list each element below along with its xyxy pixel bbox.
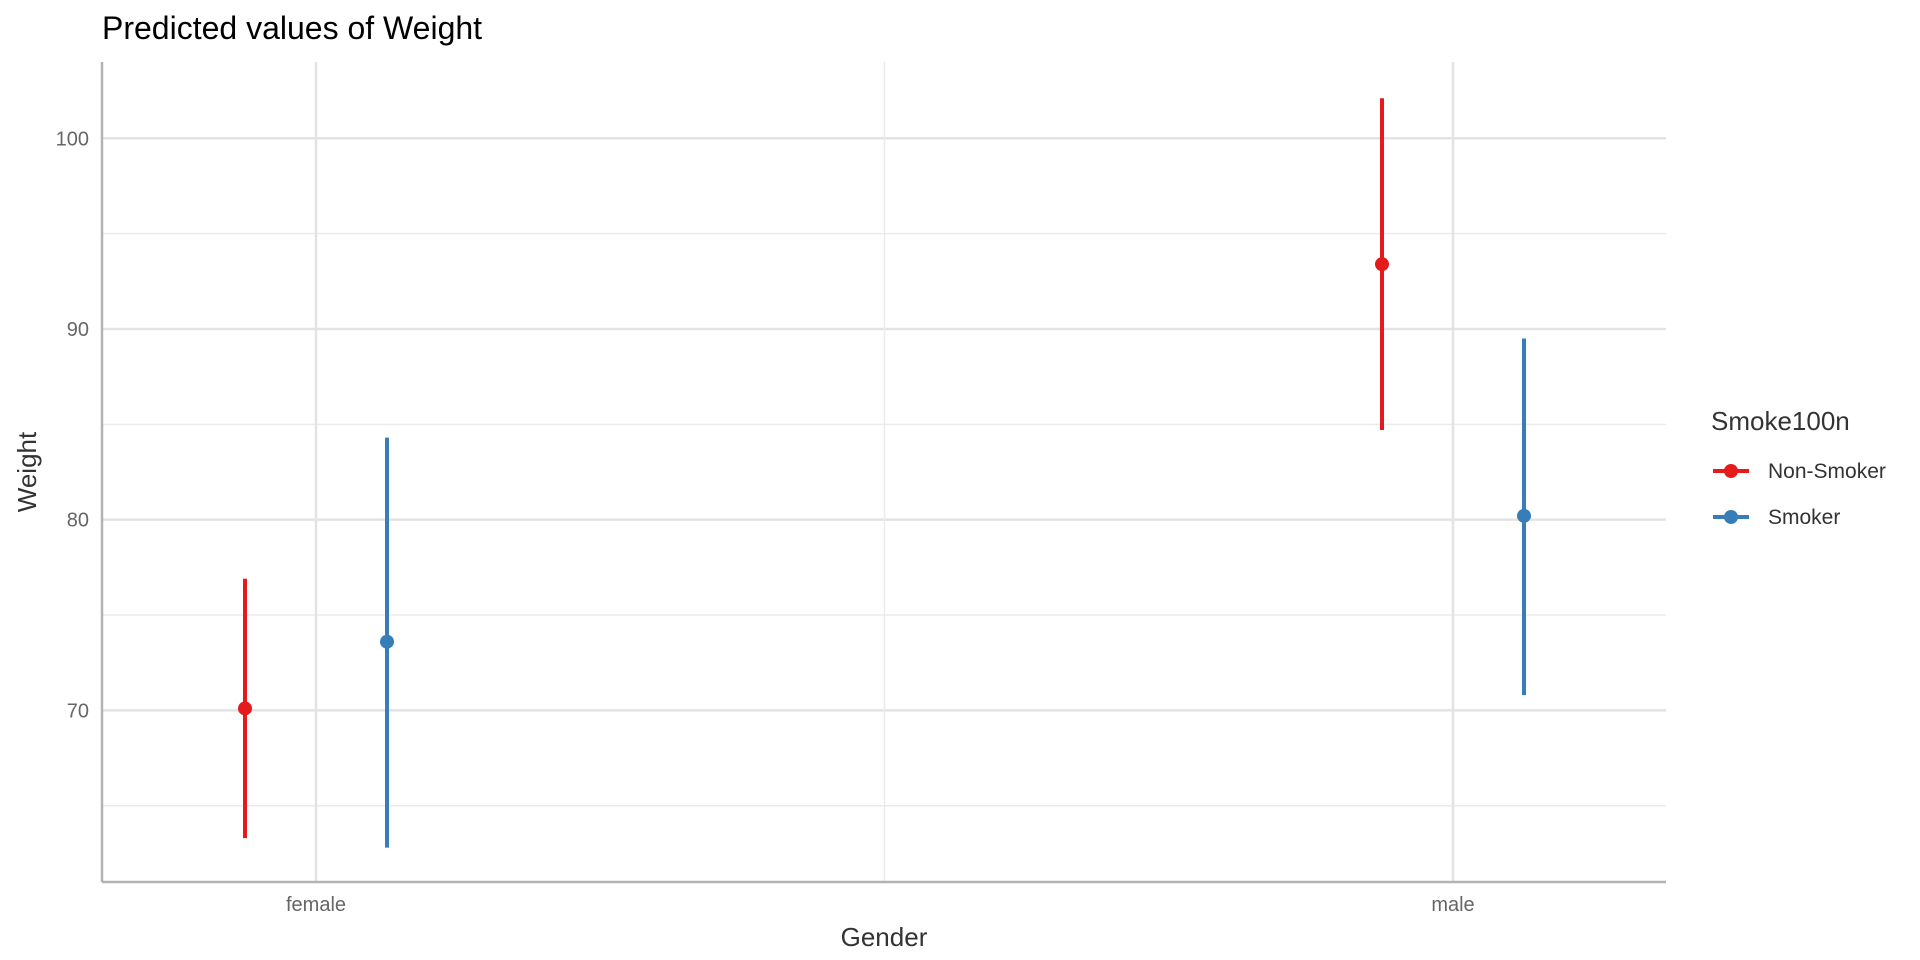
y-tick-labels: 70 80 90 100 [56,128,89,722]
legend-label: Smoker [1768,506,1840,529]
y-tick-label: 80 [67,510,89,532]
grid [102,62,1666,882]
axes [100,62,1666,884]
y-axis-title: Weight [12,431,42,512]
legend-key-point [1724,510,1738,524]
y-tick-label: 100 [56,128,89,150]
data-point [1517,508,1531,523]
legend-title: Smoke100n [1711,406,1850,436]
data-marks [238,98,1531,848]
x-tick-labels: female male [286,894,1475,916]
data-point [1375,257,1389,272]
data-point [238,701,252,716]
y-tick-label: 70 [67,700,89,722]
legend-key-point [1724,464,1738,478]
x-axis-title: Gender [841,922,928,952]
y-tick-label: 90 [67,319,89,341]
x-tick-label: female [286,894,346,916]
chart-title: Predicted values of Weight [102,10,482,46]
data-point [380,634,394,649]
legend-label: Non-Smoker [1768,460,1886,483]
x-tick-label: male [1431,894,1474,916]
legend: Smoke100n Non-Smoker Smoker [1711,406,1886,529]
legend-items: Non-Smoker Smoker [1713,460,1886,529]
